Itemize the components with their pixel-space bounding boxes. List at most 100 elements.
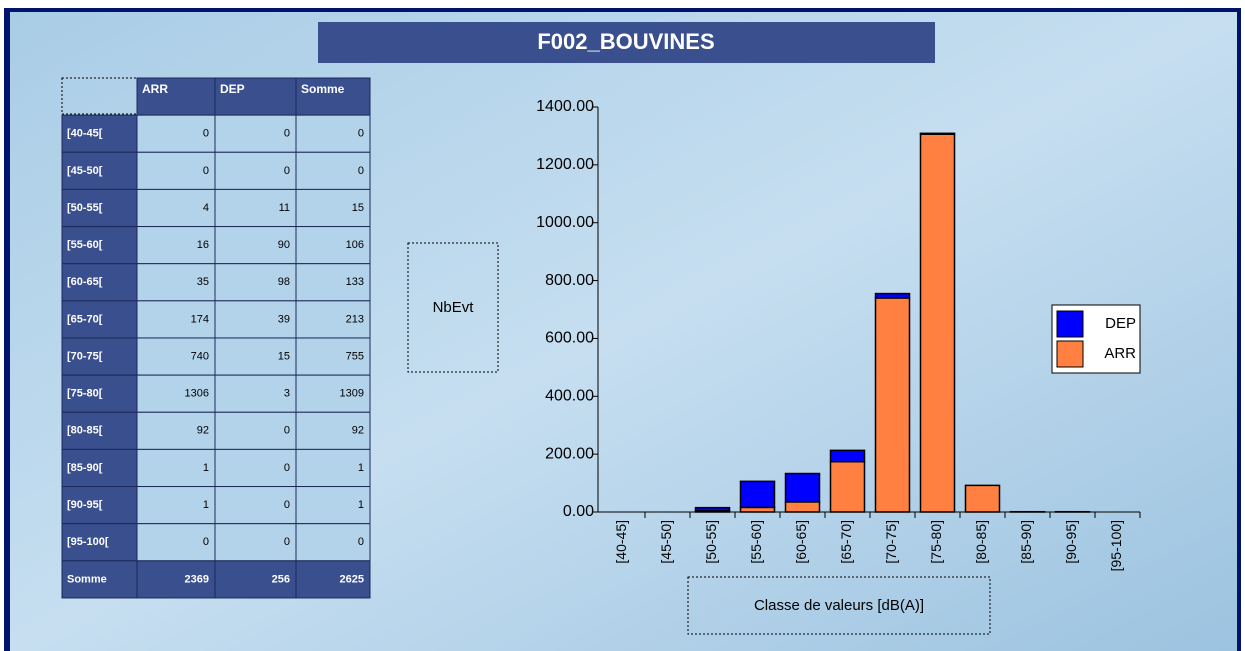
row-label: [80-85[ [67,425,103,437]
cell-value: 1 [203,462,209,474]
x-axis-label: Classe de valeurs [dB(A)] [754,597,924,614]
cell [61,188,138,228]
x-tick-label: [40-45] [613,520,629,564]
bar-segment [874,297,911,513]
header-text: Somme [301,82,345,96]
cell-value: 1309 [340,388,364,400]
y-tick-label: 600.00 [545,330,594,347]
cell-value: 1 [203,499,209,511]
row-label: Somme [67,573,107,585]
cell [295,226,371,265]
y-tick-label: 1000.00 [536,214,594,231]
cell-value: 0 [284,462,290,474]
cell-value: 0 [284,536,290,548]
x-tick-label: [75-80] [928,520,944,564]
cell-value: 11 [279,202,290,214]
ylabel-box [407,242,499,373]
x-tick-label: [90-95] [1063,520,1079,564]
bar-segment [919,132,956,135]
cell-value: 740 [191,350,209,362]
cell [136,114,216,153]
bar-segment [739,480,776,509]
cell-value: 90 [278,239,290,251]
y-tick-label: 200.00 [545,445,594,462]
row-label: [95-100[ [67,536,109,548]
cell-value: 1306 [185,388,209,400]
header-text: DEP [220,82,245,96]
cell [214,226,297,265]
cell-value: 174 [191,313,209,325]
cell-value: 0 [203,165,209,177]
row-label: [75-80[ [67,388,103,400]
cell-value: 35 [197,276,209,288]
cell [136,263,216,302]
cell-value: 3 [284,388,290,400]
row-label: [70-75[ [67,350,103,362]
cell [61,560,138,599]
cell [61,374,138,413]
cell-value: 98 [278,276,290,288]
cell [136,226,216,265]
header-text: ARR [142,82,168,96]
x-tick-label: [65-70] [838,520,854,564]
cell [295,560,371,599]
cell [295,337,371,376]
cell-value: 2625 [340,573,364,585]
cell-value: 92 [197,425,209,437]
cell [61,263,138,302]
cell [136,523,216,562]
cell-value: 0 [284,165,290,177]
row-label: [55-60[ [67,239,103,251]
cell [295,151,371,190]
y-tick-label: 1400.00 [536,98,594,115]
cell-value: 0 [203,536,209,548]
row-label: [40-45[ [67,128,103,140]
cell [214,523,297,562]
bar-segment [829,460,866,513]
cell [295,114,371,153]
cell-value: 106 [346,239,364,251]
cell-value: 0 [358,165,364,177]
cell [61,151,138,190]
cell-value: 213 [346,313,364,325]
legend-swatch [1056,310,1084,338]
cell-value: 15 [278,350,290,362]
cell [214,114,297,153]
row-label: [65-70[ [67,313,103,325]
x-tick-label: [60-65] [793,520,809,564]
cell-value: 1 [358,462,364,474]
cell [295,300,371,339]
bar-segment [784,501,821,513]
cell [61,300,138,339]
cell [61,226,138,265]
cell [214,151,297,190]
cell-value: 16 [197,239,209,251]
cell-value: 0 [358,128,364,140]
bar-segment [964,484,1001,513]
cell [136,337,216,376]
x-tick-label: [70-75] [883,520,899,564]
bar-segment [784,472,821,503]
chart: 0.00 200.00 400.00 600.00 800.00 1000.00 1200.… [536,98,1141,571]
table: ARR DEP Somme [40-45[0 0 0 [45-50[0 0 0 [50-55[4 1… [61,77,371,599]
cell-value: 92 [352,425,364,437]
cell-value: 755 [346,350,364,362]
cell [136,374,216,413]
x-tick-label: [80-85] [973,520,989,564]
cell-value: 133 [346,276,364,288]
x-tick-label: [50-55] [703,520,719,564]
bar-segment [829,449,866,463]
bar-segment [694,506,731,512]
title: F002_BOUVINES [537,29,714,54]
legend-swatch [1056,340,1084,368]
xlabel-box [687,576,991,635]
cell-value: 0 [284,425,290,437]
cell [295,374,371,413]
y-axis-label: NbEvt [433,299,475,316]
cell [136,300,216,339]
row-label: [45-50[ [67,165,103,177]
title-bar [318,22,935,63]
y-tick-label: 1200.00 [536,156,594,173]
cell-value: 15 [352,202,364,214]
